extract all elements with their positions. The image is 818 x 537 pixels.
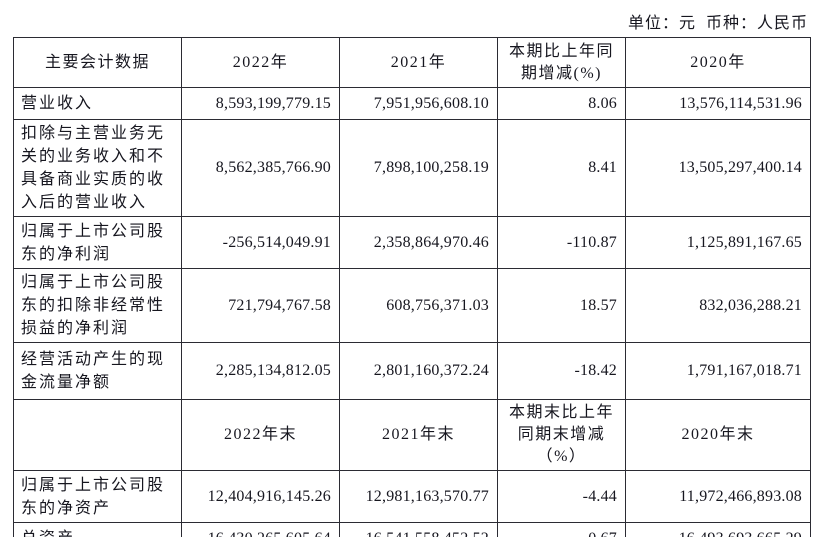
cell-2021: 608,756,371.03 [339,268,498,343]
cell-2020: 11,972,466,893.08 [625,470,811,523]
cell-2022: 8,593,199,779.15 [181,87,340,120]
cell-2022: 721,794,767.58 [181,268,340,343]
cell-change: 18.57 [497,268,626,343]
row-label-net-profit: 归属于上市公司股东的净利润 [13,216,182,269]
cell-2022: 16,430,265,605.64 [181,522,340,537]
subheader-end-2020: 2020年末 [625,399,811,471]
cell-2021: 7,951,956,608.10 [339,87,498,120]
row-label-operating-cash-flow: 经营活动产生的现金流量净额 [13,342,182,400]
cell-2022: -256,514,049.91 [181,216,340,269]
row-label-operating-revenue: 营业收入 [13,87,182,120]
cell-2022: 12,404,916,145.26 [181,470,340,523]
table-row: 营业收入 8,593,199,779.15 7,951,956,608.10 8… [13,87,811,120]
table-header-row: 主要会计数据 2022年 2021年 本期比上年同期增减(%) 2020年 [13,37,811,88]
cell-2021: 16,541,558,452.52 [339,522,498,537]
table-row: 归属于上市公司股东的扣除非经常性损益的净利润 721,794,767.58 60… [13,268,811,343]
cell-2022: 8,562,385,766.90 [181,119,340,217]
unit-currency-note: 单位：元 币种：人民币 [627,15,808,32]
subheader-empty-cell [13,399,182,471]
header-main-accounting-data: 主要会计数据 [13,37,182,88]
cell-2020: 1,791,167,018.71 [625,342,811,400]
table-row: 总资产 16,430,265,605.64 16,541,558,452.52 … [13,522,811,537]
header-year-2021: 2021年 [339,37,498,88]
cell-2020: 1,125,891,167.65 [625,216,811,269]
subheader-end-change-pct: 本期末比上年同期末增减（%） [497,399,626,471]
row-label-net-profit-excl-nonrecurring: 归属于上市公司股东的扣除非经常性损益的净利润 [13,268,182,343]
cell-change: -0.67 [497,522,626,537]
cell-change: 8.41 [497,119,626,217]
table-subheader-row: 2022年末 2021年末 本期末比上年同期末增减（%） 2020年末 [13,399,811,471]
header-year-2020: 2020年 [625,37,811,88]
subheader-end-2021: 2021年末 [339,399,498,471]
header-year-2022: 2022年 [181,37,340,88]
cell-change: -110.87 [497,216,626,269]
row-label-revenue-after-deductions: 扣除与主营业务无关的业务收入和不具备商业实质的收入后的营业收入 [13,119,182,217]
row-label-net-assets: 归属于上市公司股东的净资产 [13,470,182,523]
table-row: 经营活动产生的现金流量净额 2,285,134,812.05 2,801,160… [13,342,811,400]
cell-2021: 12,981,163,570.77 [339,470,498,523]
cell-2022: 2,285,134,812.05 [181,342,340,400]
cell-change: -4.44 [497,470,626,523]
cell-2020: 13,576,114,531.96 [625,87,811,120]
cell-2021: 2,358,864,970.46 [339,216,498,269]
cell-change: -18.42 [497,342,626,400]
row-label-total-assets: 总资产 [13,522,182,537]
table-row: 归属于上市公司股东的净资产 12,404,916,145.26 12,981,1… [13,470,811,523]
key-accounting-data-table: 主要会计数据 2022年 2021年 本期比上年同期增减(%) 2020年 营业… [13,37,811,537]
table-row: 扣除与主营业务无关的业务收入和不具备商业实质的收入后的营业收入 8,562,38… [13,119,811,217]
cell-2021: 7,898,100,258.19 [339,119,498,217]
cell-2020: 13,505,297,400.14 [625,119,811,217]
table-row: 归属于上市公司股东的净利润 -256,514,049.91 2,358,864,… [13,216,811,269]
cell-2021: 2,801,160,372.24 [339,342,498,400]
subheader-end-2022: 2022年末 [181,399,340,471]
cell-2020: 16,493,693,665.29 [625,522,811,537]
cell-change: 8.06 [497,87,626,120]
header-change-pct: 本期比上年同期增减(%) [497,37,626,88]
cell-2020: 832,036,288.21 [625,268,811,343]
